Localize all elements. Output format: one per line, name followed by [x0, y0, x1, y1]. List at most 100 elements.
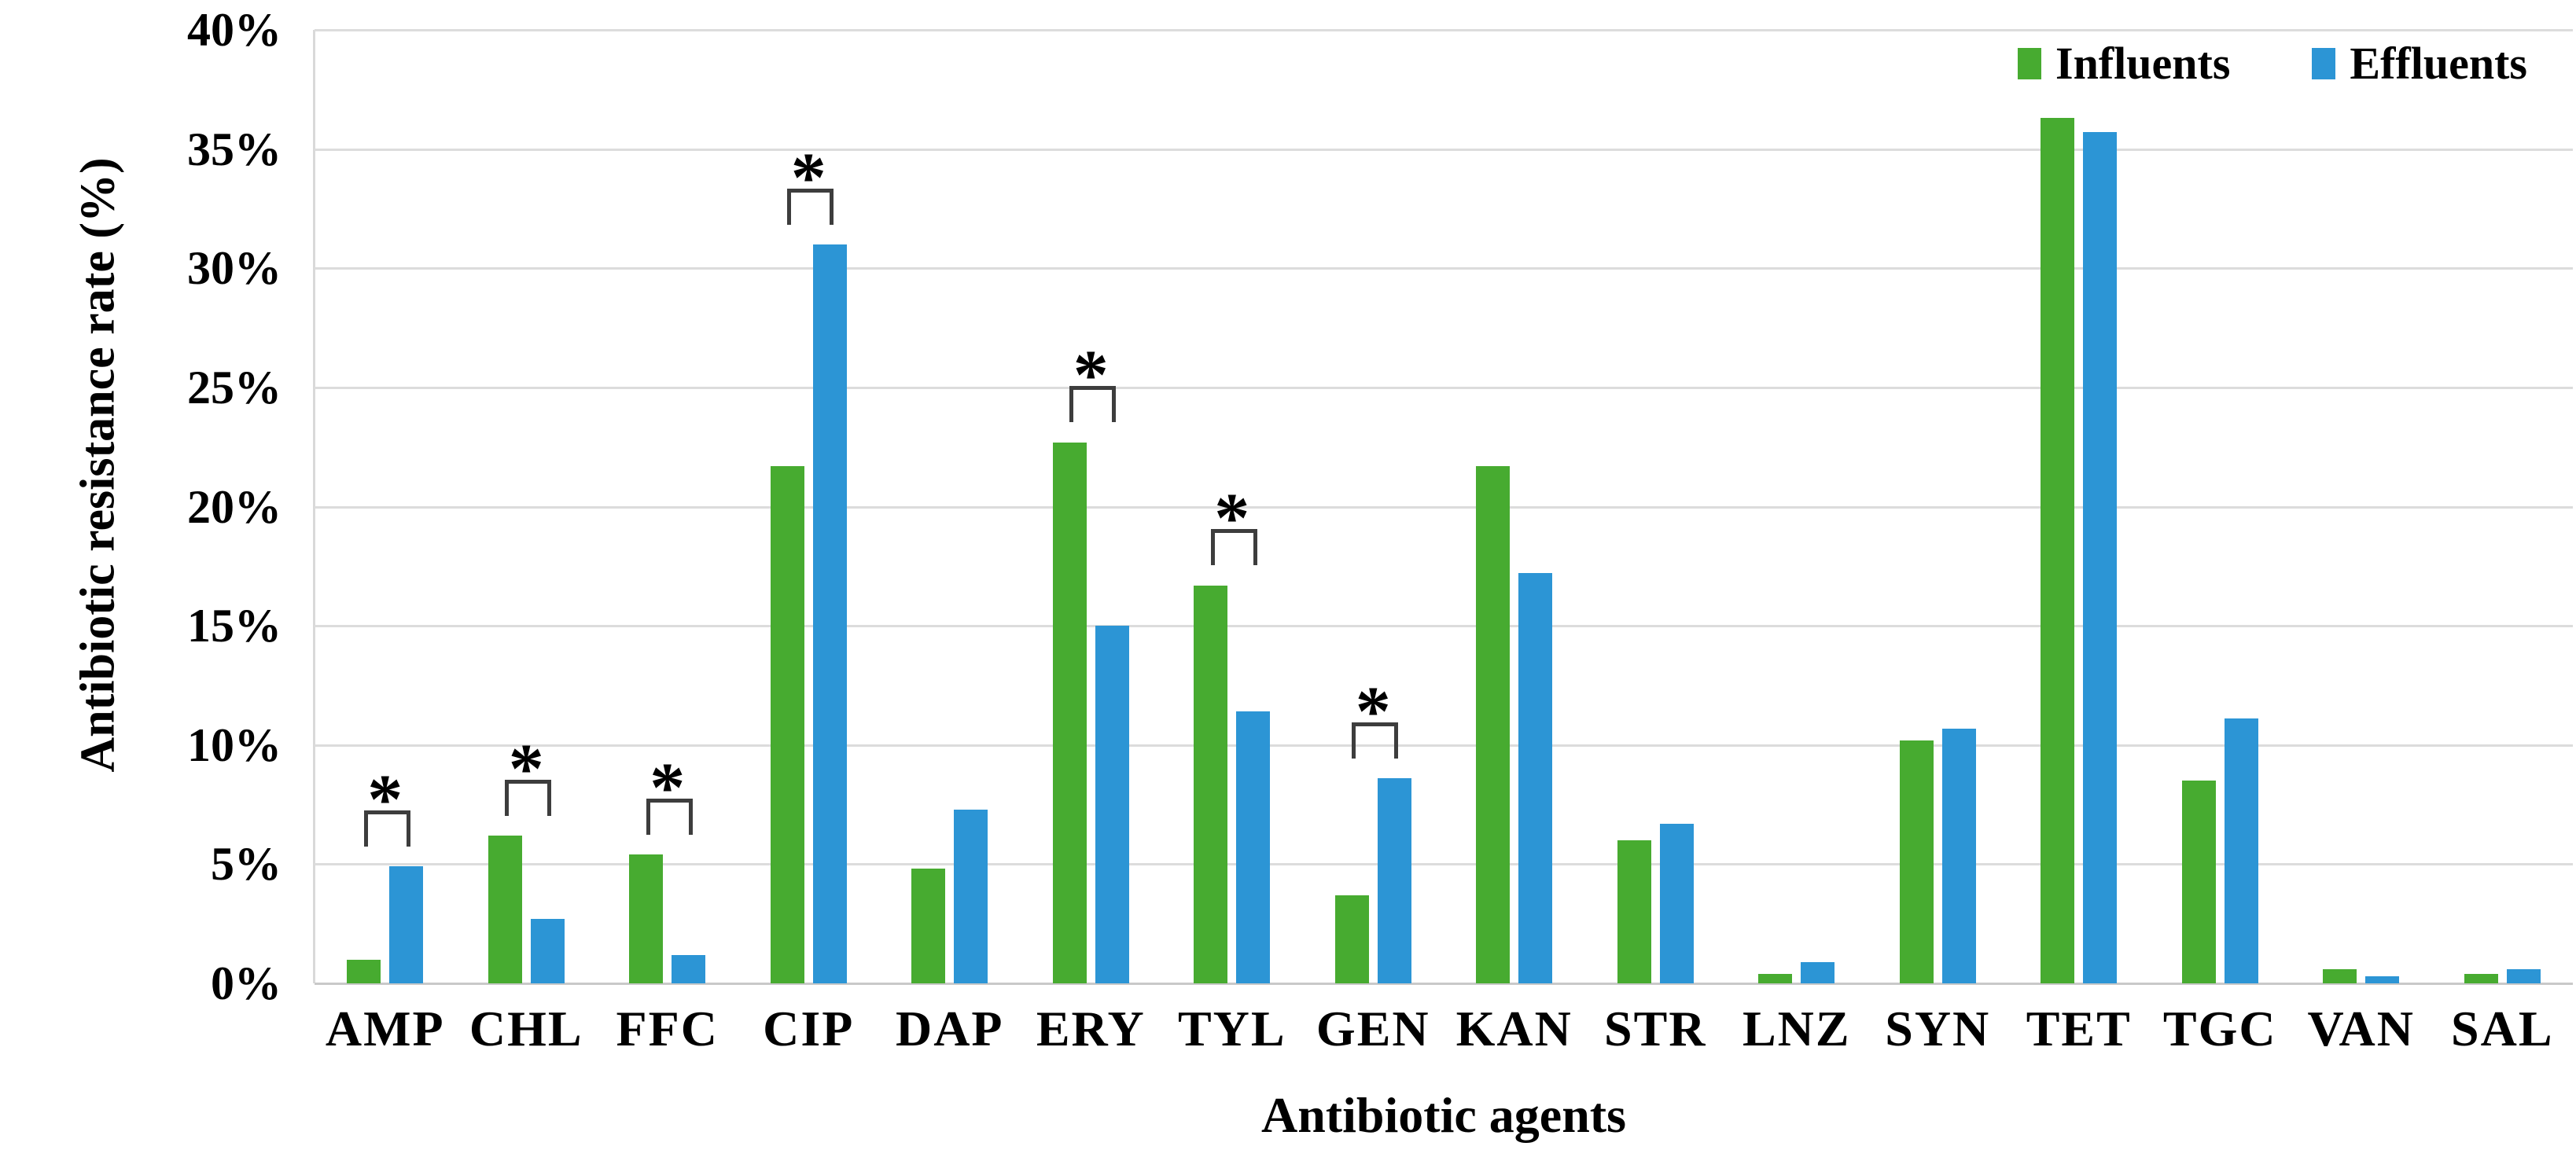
x-tick-label-TYL: TYL [1177, 1001, 1286, 1056]
x-tick-label-SYN: SYN [1885, 1001, 1991, 1056]
gridline-25% [315, 386, 2573, 389]
sig-bracket-top-CIP [787, 188, 834, 193]
bar-effluents-KAN [1518, 573, 1553, 983]
legend-item-effluents: Effluents [2312, 41, 2527, 86]
x-tick-label-STR: STR [1604, 1001, 1707, 1056]
significance-marker-CIP: * [790, 138, 826, 217]
x-tick-label-SAL: SAL [2451, 1001, 2554, 1056]
significance-marker-ERY: * [1073, 336, 1109, 415]
plot-area [315, 29, 2573, 985]
bar-influents-TYL [1194, 586, 1228, 983]
x-tick-label-AMP: AMP [325, 1001, 445, 1056]
sig-bracket-left-FFC [646, 798, 650, 835]
sig-bracket-left-CIP [787, 188, 792, 225]
bar-effluents-TGC [2224, 718, 2258, 983]
sig-bracket-right-AMP [406, 810, 410, 847]
y-tick-label-20%: 20% [187, 480, 282, 533]
y-tick-label-30%: 30% [187, 242, 282, 295]
significance-marker-AMP: * [367, 761, 403, 840]
y-tick-label-35%: 35% [187, 123, 282, 175]
x-tick-label-FFC: FFC [616, 1001, 719, 1056]
gridline-20% [315, 505, 2573, 509]
y-tick-label-5%: 5% [211, 838, 282, 891]
sig-bracket-top-AMP [363, 810, 410, 815]
significance-marker-GEN: * [1355, 672, 1391, 751]
sig-bracket-top-GEN [1352, 722, 1399, 726]
sig-bracket-top-ERY [1069, 386, 1117, 391]
bar-influents-CIP [770, 466, 804, 983]
y-axis-line [313, 30, 315, 983]
bar-influents-AMP [347, 960, 381, 983]
bar-influents-TGC [2181, 781, 2216, 983]
sig-bracket-left-CHL [505, 779, 510, 816]
x-tick-label-ERY: ERY [1036, 1001, 1146, 1056]
bar-effluents-CHL [530, 919, 565, 983]
gridline-30% [315, 267, 2573, 270]
bar-effluents-SAL [2506, 969, 2541, 983]
y-tick-label-40%: 40% [187, 4, 282, 56]
bar-influents-GEN [1334, 895, 1369, 983]
bar-influents-CHL [488, 836, 522, 983]
gridline-40% [315, 29, 2573, 31]
bar-effluents-LNZ [1801, 962, 1835, 983]
bar-effluents-DAP [954, 810, 988, 983]
x-tick-label-GEN: GEN [1316, 1001, 1430, 1056]
legend-label-effluents: Effluents [2350, 38, 2527, 89]
significance-marker-FFC: * [650, 748, 686, 827]
x-tick-label-CIP: CIP [763, 1001, 855, 1056]
bar-effluents-CIP [812, 244, 847, 983]
gridline-35% [315, 148, 2573, 151]
bar-effluents-STR [1659, 824, 1694, 983]
sig-bracket-top-CHL [505, 779, 552, 784]
significance-marker-CHL: * [508, 729, 544, 808]
x-tick-label-TGC: TGC [2162, 1001, 2277, 1056]
bar-effluents-SYN [1941, 729, 1976, 983]
bar-effluents-ERY [1095, 626, 1129, 983]
bar-influents-SYN [1899, 740, 1934, 983]
bar-influents-LNZ [1758, 974, 1793, 983]
sig-bracket-right-TYL [1253, 529, 1257, 566]
y-tick-label-15%: 15% [187, 600, 282, 652]
gridline-10% [315, 744, 2573, 747]
sig-bracket-left-GEN [1352, 722, 1356, 759]
x-tick-label-LNZ: LNZ [1742, 1001, 1851, 1056]
bar-effluents-VAN [2365, 976, 2400, 983]
influents-swatch-icon [2018, 48, 2042, 79]
bar-influents-KAN [1476, 466, 1511, 983]
legend-item-influents: Influents [2018, 41, 2230, 86]
gridline-5% [315, 863, 2573, 866]
sig-bracket-top-TYL [1210, 529, 1257, 534]
y-tick-label-0%: 0% [211, 957, 282, 1009]
bar-influents-TET [2041, 118, 2075, 983]
bar-influents-SAL [2464, 974, 2498, 983]
x-tick-label-VAN: VAN [2307, 1001, 2415, 1056]
sig-bracket-top-FFC [646, 798, 693, 803]
bar-influents-FFC [629, 854, 664, 983]
bar-effluents-TET [2083, 132, 2118, 983]
bar-influents-STR [1617, 840, 1651, 983]
x-axis-title: Antibiotic agents [1261, 1087, 1626, 1143]
bar-effluents-GEN [1377, 778, 1411, 983]
legend-label-influents: Influents [2055, 38, 2231, 89]
bar-influents-DAP [911, 869, 946, 983]
y-tick-label-10%: 10% [187, 718, 282, 771]
x-tick-label-DAP: DAP [895, 1001, 1004, 1056]
bar-influents-ERY [1052, 443, 1087, 983]
bar-influents-VAN [2323, 969, 2357, 983]
sig-bracket-left-ERY [1069, 386, 1074, 423]
gridline-0% [315, 983, 2573, 985]
legend: Influents Effluents [2018, 41, 2527, 86]
sig-bracket-right-ERY [1112, 386, 1117, 423]
x-tick-label-CHL: CHL [469, 1001, 583, 1056]
sig-bracket-right-CHL [547, 779, 552, 816]
x-tick-label-TET: TET [2026, 1001, 2132, 1056]
effluents-swatch-icon [2312, 48, 2336, 79]
x-tick-label-KAN: KAN [1455, 1001, 1573, 1056]
sig-bracket-right-CIP [830, 188, 834, 225]
sig-bracket-left-AMP [363, 810, 368, 847]
y-tick-label-25%: 25% [187, 361, 282, 413]
sig-bracket-right-GEN [1394, 722, 1399, 759]
sig-bracket-left-TYL [1210, 529, 1215, 566]
bar-effluents-FFC [672, 955, 706, 983]
